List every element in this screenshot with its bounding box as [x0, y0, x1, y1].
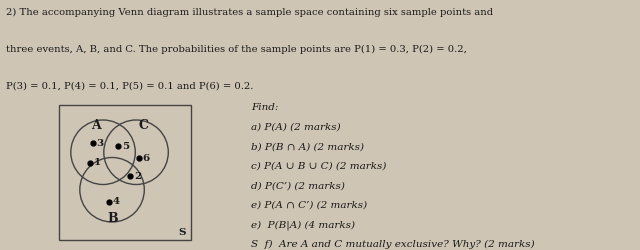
Text: b) P(B ∩ A) (2 marks): b) P(B ∩ A) (2 marks)	[251, 142, 364, 152]
Text: C: C	[138, 119, 148, 132]
Text: 3: 3	[96, 139, 104, 148]
Text: 6: 6	[143, 154, 150, 163]
Text: 4: 4	[113, 197, 120, 206]
Text: a) P(A) (2 marks): a) P(A) (2 marks)	[251, 123, 340, 132]
Text: d) P(C’) (2 marks): d) P(C’) (2 marks)	[251, 182, 345, 190]
Text: B: B	[108, 212, 118, 225]
Text: 5: 5	[122, 142, 129, 151]
Text: S: S	[179, 228, 186, 237]
Text: 1: 1	[93, 158, 100, 167]
Text: three events, A, B, and C. The probabilities of the sample points are P(1) = 0.3: three events, A, B, and C. The probabili…	[6, 45, 467, 54]
Text: e) P(A ∩ C’) (2 marks): e) P(A ∩ C’) (2 marks)	[251, 201, 367, 210]
Text: P(3) = 0.1, P(4) = 0.1, P(5) = 0.1 and P(6) = 0.2.: P(3) = 0.1, P(4) = 0.1, P(5) = 0.1 and P…	[6, 82, 254, 91]
Text: Find:: Find:	[251, 104, 278, 112]
Bar	[59, 105, 191, 240]
Text: 2) The accompanying Venn diagram illustrates a sample space containing six sampl: 2) The accompanying Venn diagram illustr…	[6, 8, 493, 17]
Text: e)  P(B|A) (4 marks): e) P(B|A) (4 marks)	[251, 220, 355, 230]
Text: c) P(A ∪ B ∪ C) (2 marks): c) P(A ∪ B ∪ C) (2 marks)	[251, 162, 387, 171]
Text: A: A	[92, 119, 101, 132]
Text: 2: 2	[134, 172, 141, 181]
Text: S  f)  Are A and C mutually exclusive? Why? (2 marks): S f) Are A and C mutually exclusive? Why…	[251, 240, 535, 249]
